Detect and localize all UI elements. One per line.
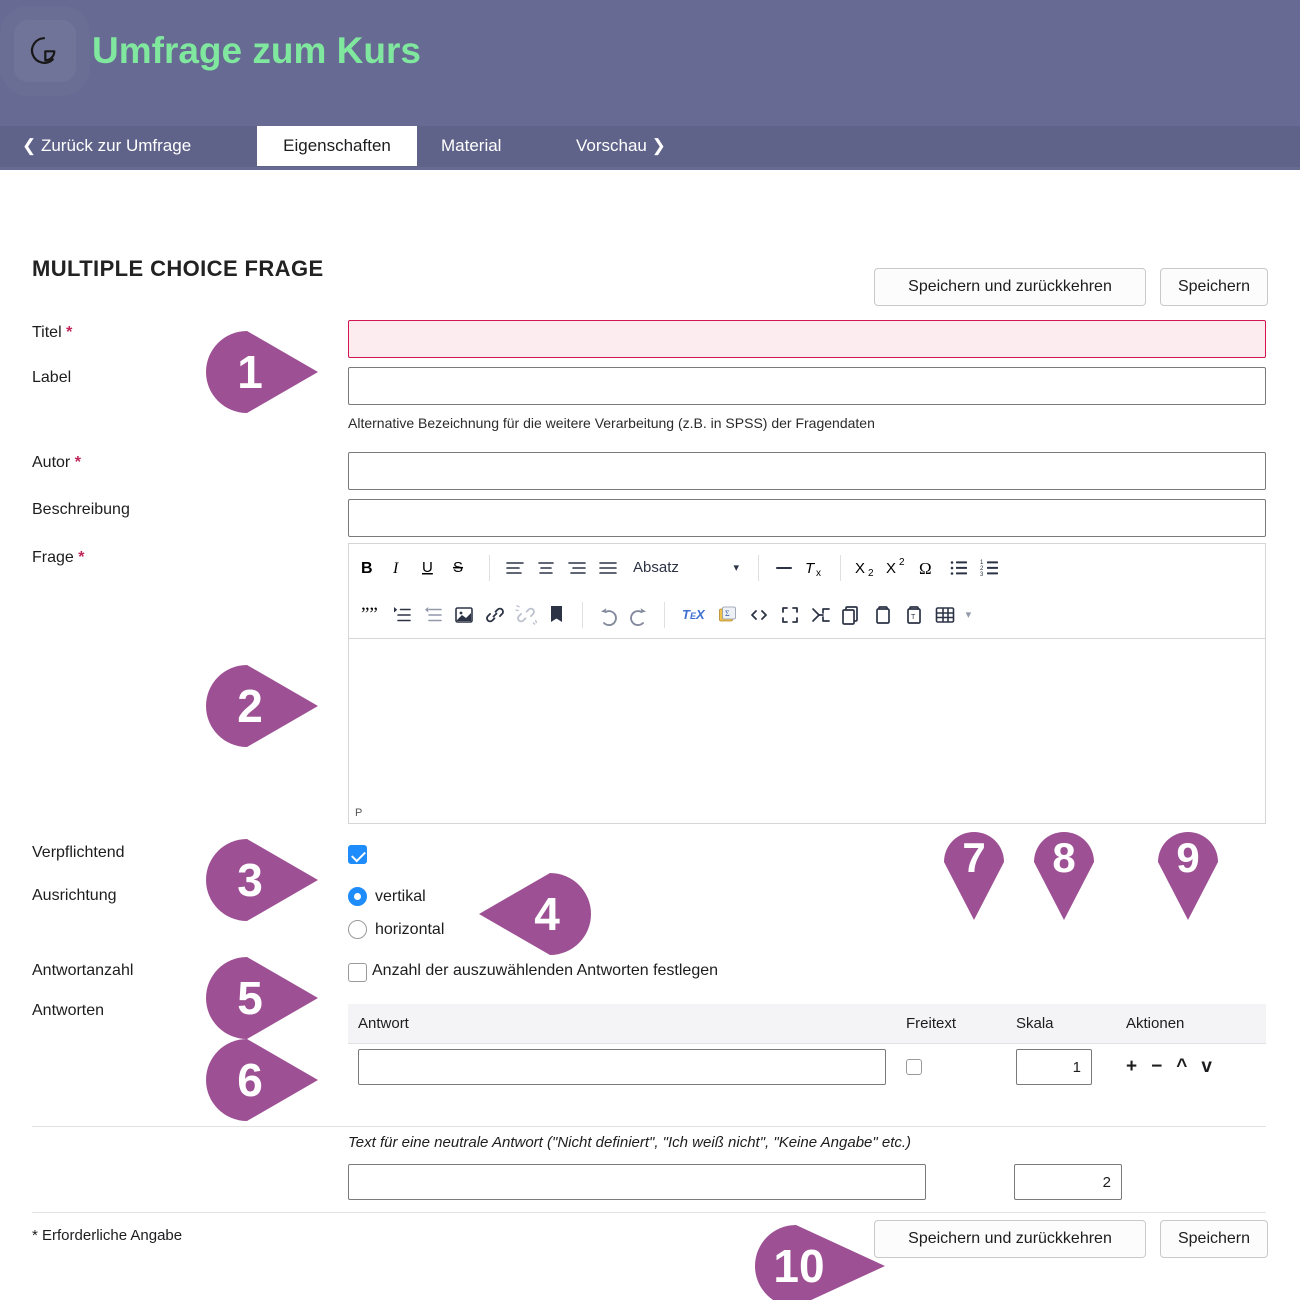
svg-text:2: 2 (899, 557, 905, 568)
svg-text:S: S (453, 559, 463, 576)
svg-text:B: B (361, 560, 373, 577)
svg-text:3: 3 (980, 572, 984, 578)
svg-text:X: X (855, 560, 865, 577)
svg-text:x: x (816, 568, 821, 579)
svg-text:T: T (911, 614, 916, 621)
svg-text:I: I (392, 560, 399, 577)
svg-text:2: 2 (868, 568, 874, 579)
svg-text:Ω: Ω (919, 559, 932, 578)
svg-text:X: X (886, 560, 896, 577)
svg-text:Σ: Σ (725, 609, 730, 618)
svg-text:””: ”” (361, 604, 378, 625)
svg-text:T: T (805, 560, 816, 577)
svg-text:U: U (422, 559, 433, 576)
